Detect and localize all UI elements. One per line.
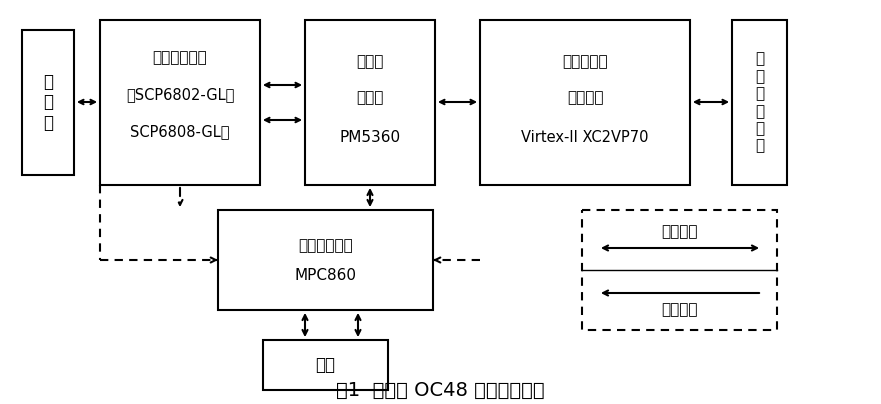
Text: 控制信息: 控制信息: [662, 303, 699, 318]
Bar: [480, 20, 690, 185]
Bar: [218, 210, 433, 310]
Text: 主控: 主控: [315, 356, 336, 374]
Bar: [305, 20, 435, 185]
Text: SCP6808-GL）: SCP6808-GL）: [130, 124, 230, 139]
Text: 图1  通道化 OC48 线卡整体方案: 图1 通道化 OC48 线卡整体方案: [337, 381, 544, 400]
Text: 系统接口: 系统接口: [566, 90, 603, 105]
Bar: [582, 210, 777, 330]
Text: 互
联
网: 互 联 网: [43, 73, 53, 132]
Bar: [22, 30, 74, 175]
Text: 光电转换模块: 光电转换模块: [152, 50, 207, 65]
Text: 嵌入式处理器: 嵌入式处理器: [298, 238, 353, 253]
Bar: [732, 20, 787, 185]
Text: Virtex-II XC2VP70: Virtex-II XC2VP70: [522, 130, 648, 145]
Text: 处理器: 处理器: [356, 90, 384, 105]
Text: MPC860: MPC860: [294, 269, 357, 284]
Text: 链路层: 链路层: [356, 55, 384, 69]
Text: （SCP6802-GL和: （SCP6802-GL和: [126, 88, 234, 103]
Text: 数据信息: 数据信息: [662, 225, 699, 240]
Text: 其
他
功
能
单
元: 其 他 功 能 单 元: [755, 51, 764, 154]
Text: 报文处理与: 报文处理与: [562, 55, 608, 69]
Text: PM5360: PM5360: [339, 130, 401, 145]
Bar: [100, 20, 260, 185]
Bar: [263, 340, 388, 390]
